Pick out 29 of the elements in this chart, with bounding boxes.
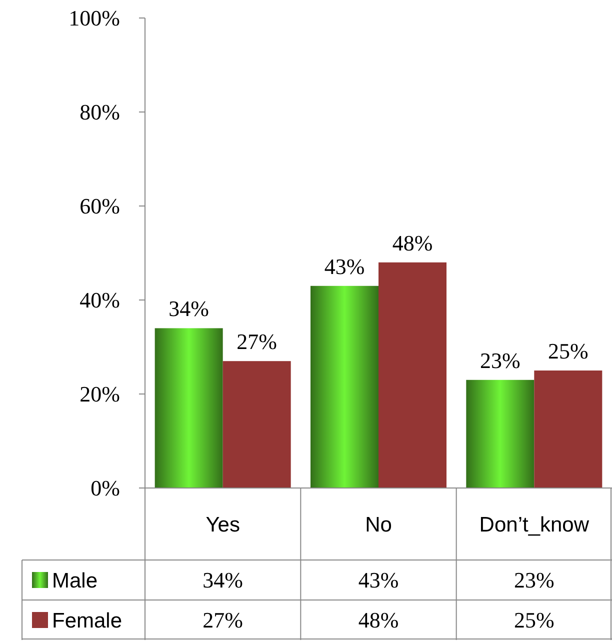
data-label: 34% xyxy=(202,568,243,593)
bar xyxy=(378,262,446,488)
data-label: 27% xyxy=(202,608,243,633)
y-tick-label: 100% xyxy=(68,6,120,31)
bar xyxy=(534,370,602,488)
data-label: 48% xyxy=(358,608,399,633)
y-tick-label: 60% xyxy=(80,194,120,219)
text: 34% xyxy=(168,296,209,322)
legend-label: Female xyxy=(52,609,122,632)
bar xyxy=(466,380,534,488)
y-tick-label: 0% xyxy=(90,476,120,501)
text: 25% xyxy=(548,338,588,364)
x-tick-label: Don’t_know xyxy=(479,513,590,536)
bar xyxy=(154,328,223,488)
x-tick-label: Yes xyxy=(206,513,240,536)
text: 48% xyxy=(392,230,433,256)
legend-label: Male xyxy=(52,569,98,592)
x-tick-label: No xyxy=(365,513,392,536)
data-label: 25% xyxy=(514,608,554,633)
y-tick-label: 80% xyxy=(80,100,120,125)
text: 43% xyxy=(324,254,365,279)
data-label: 43% xyxy=(358,568,399,593)
bar xyxy=(222,361,291,488)
y-tick-label: 20% xyxy=(80,382,120,407)
bar xyxy=(310,286,378,488)
text: 23% xyxy=(480,348,520,373)
data-label: 23% xyxy=(514,568,554,593)
text: 27% xyxy=(236,329,277,354)
y-tick-label: 40% xyxy=(80,288,120,313)
